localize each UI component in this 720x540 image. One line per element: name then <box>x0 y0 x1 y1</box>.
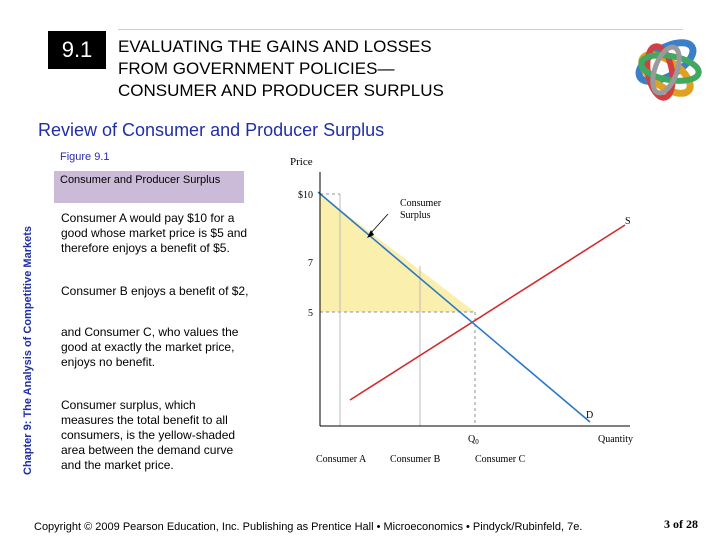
consumer-c-label: Consumer C <box>475 454 526 465</box>
chapter-side-label: Chapter 9: The Analysis of Competitive M… <box>22 226 34 475</box>
surplus-label-2: Surplus <box>400 210 431 221</box>
page-title: EVALUATING THE GAINS AND LOSSES FROM GOV… <box>118 36 618 102</box>
title-line-3: CONSUMER AND PRODUCER SURPLUS <box>118 81 444 100</box>
surplus-diagram: Price $10 7 5 Consumer Surplus S D Q0 Qu… <box>290 156 633 465</box>
page-number: 3 of 28 <box>664 517 698 531</box>
paragraph-consumer-surplus: Consumer surplus, which measures the tot… <box>61 398 236 472</box>
tick-5: 5 <box>308 308 313 319</box>
supply-label: S <box>625 216 631 227</box>
figure-caption: Consumer and Producer Surplus <box>54 171 244 203</box>
footer-copyright: Copyright © 2009 Pearson Education, Inc.… <box>34 521 583 533</box>
q0-label: Q0 <box>468 434 479 446</box>
section-number-badge: 9.1 <box>48 31 106 69</box>
price-axis-label: Price <box>290 156 313 168</box>
figure-label: Figure 9.1 <box>60 151 110 163</box>
paragraph-consumer-b: Consumer B enjoys a benefit of $2, <box>61 284 249 298</box>
supply-curve <box>349 224 626 401</box>
surplus-pointer <box>369 213 389 235</box>
paragraph-consumer-c: and Consumer C, who values the good at e… <box>61 325 239 369</box>
consumer-b-label: Consumer B <box>390 454 441 465</box>
surplus-label-1: Consumer <box>400 198 442 209</box>
title-line-1: EVALUATING THE GAINS AND LOSSES <box>118 37 432 56</box>
rings-logo-icon <box>635 39 702 101</box>
tick-10: $10 <box>298 190 313 201</box>
quantity-axis-label: Quantity <box>598 434 633 445</box>
title-line-2: FROM GOVERNMENT POLICIES— <box>118 59 395 78</box>
tick-7: 7 <box>308 258 313 269</box>
demand-curve <box>317 191 591 423</box>
section-number: 9.1 <box>61 37 93 62</box>
consumer-a-label: Consumer A <box>316 454 367 465</box>
surplus-arrowhead <box>367 230 374 238</box>
paragraph-consumer-a: Consumer A would pay $10 for a good whos… <box>61 211 248 255</box>
slide-subtitle: Review of Consumer and Producer Surplus <box>38 120 385 140</box>
consumer-surplus-area <box>320 194 475 312</box>
header-rule <box>118 29 683 30</box>
demand-label: D <box>586 410 593 421</box>
